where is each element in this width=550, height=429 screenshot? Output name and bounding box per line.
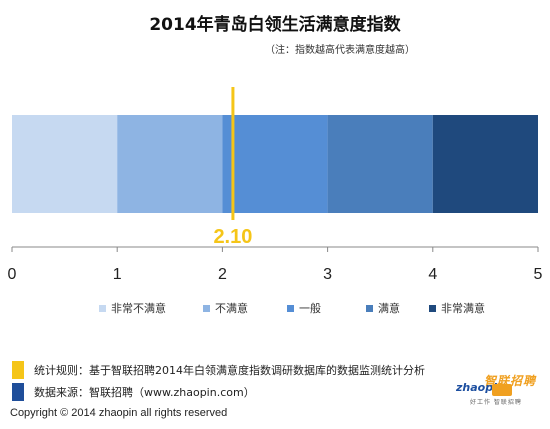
legend-item-2: 不满意 [203, 300, 248, 316]
legend-swatch-2 [203, 304, 210, 312]
chart-title: 2014年青岛白领生活满意度指数 [149, 15, 401, 35]
x-tick-label-5: 5 [534, 266, 543, 283]
copyright-text: Copyright © 2014 zhaopin all rights rese… [10, 407, 228, 419]
note-stat-rule-text: 统计规则：基于智联招聘2014年白领满意度指数调研数据库的数据监测统计分析 [34, 364, 425, 377]
satisfaction-index-chart: 0 1 2 3 4 5 2.10 [8, 87, 543, 283]
x-tick-label-4: 4 [428, 266, 437, 283]
logo-tagline: 好工作 智联招聘 [470, 399, 522, 406]
legend-item-5: 非常满意 [429, 300, 485, 316]
x-tick-label-2: 2 [218, 266, 227, 283]
legend-label-2: 不满意 [215, 302, 248, 315]
bar-segment-4 [327, 115, 433, 213]
x-tick-label-3: 3 [323, 266, 332, 283]
chart-subtitle: （注：指数越高代表满意度越高） [265, 45, 415, 56]
bar-segment-2 [117, 115, 223, 213]
legend-label-5: 非常满意 [441, 302, 485, 315]
bar-segment-1 [12, 115, 118, 213]
note-data-source-swatch [12, 383, 24, 401]
note-stat-rule: 统计规则：基于智联招聘2014年白领满意度指数调研数据库的数据监测统计分析 [12, 361, 425, 379]
legend-swatch-3 [287, 304, 294, 312]
legend-item-3: 一般 [287, 300, 321, 316]
note-data-source-text: 数据来源：智联招聘（www.zhaopin.com） [34, 386, 255, 399]
legend-swatch-5 [429, 304, 436, 312]
legend-item-1: 非常不满意 [99, 300, 166, 316]
legend-item-4: 满意 [366, 300, 400, 316]
x-tick-label-1: 1 [113, 266, 122, 283]
legend-label-1: 非常不满意 [111, 302, 166, 315]
chart-legend: 非常不满意 不满意 一般 满意 非常满意 [99, 300, 519, 316]
bar-segment-5 [432, 115, 538, 213]
note-data-source: 数据来源：智联招聘（www.zhaopin.com） [12, 383, 255, 401]
legend-swatch-1 [99, 304, 106, 312]
legend-swatch-4 [366, 304, 373, 312]
zhaopin-logo: 智联招聘 zhaopin 好工作 智联招聘 [456, 372, 546, 412]
index-marker-label: 2.10 [213, 226, 252, 248]
logo-mark-icon [492, 384, 512, 396]
legend-label-3: 一般 [299, 302, 321, 315]
note-stat-rule-swatch [12, 361, 24, 379]
legend-label-4: 满意 [378, 302, 400, 315]
x-tick-label-0: 0 [8, 266, 17, 283]
bar-segment-3 [222, 115, 328, 213]
